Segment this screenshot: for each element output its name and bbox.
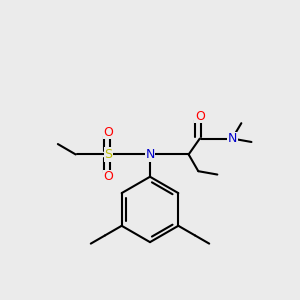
Text: S: S: [104, 148, 112, 161]
Text: O: O: [195, 110, 205, 123]
Text: N: N: [228, 132, 237, 145]
Text: O: O: [103, 126, 113, 139]
Text: O: O: [103, 170, 113, 183]
Text: N: N: [145, 148, 155, 161]
